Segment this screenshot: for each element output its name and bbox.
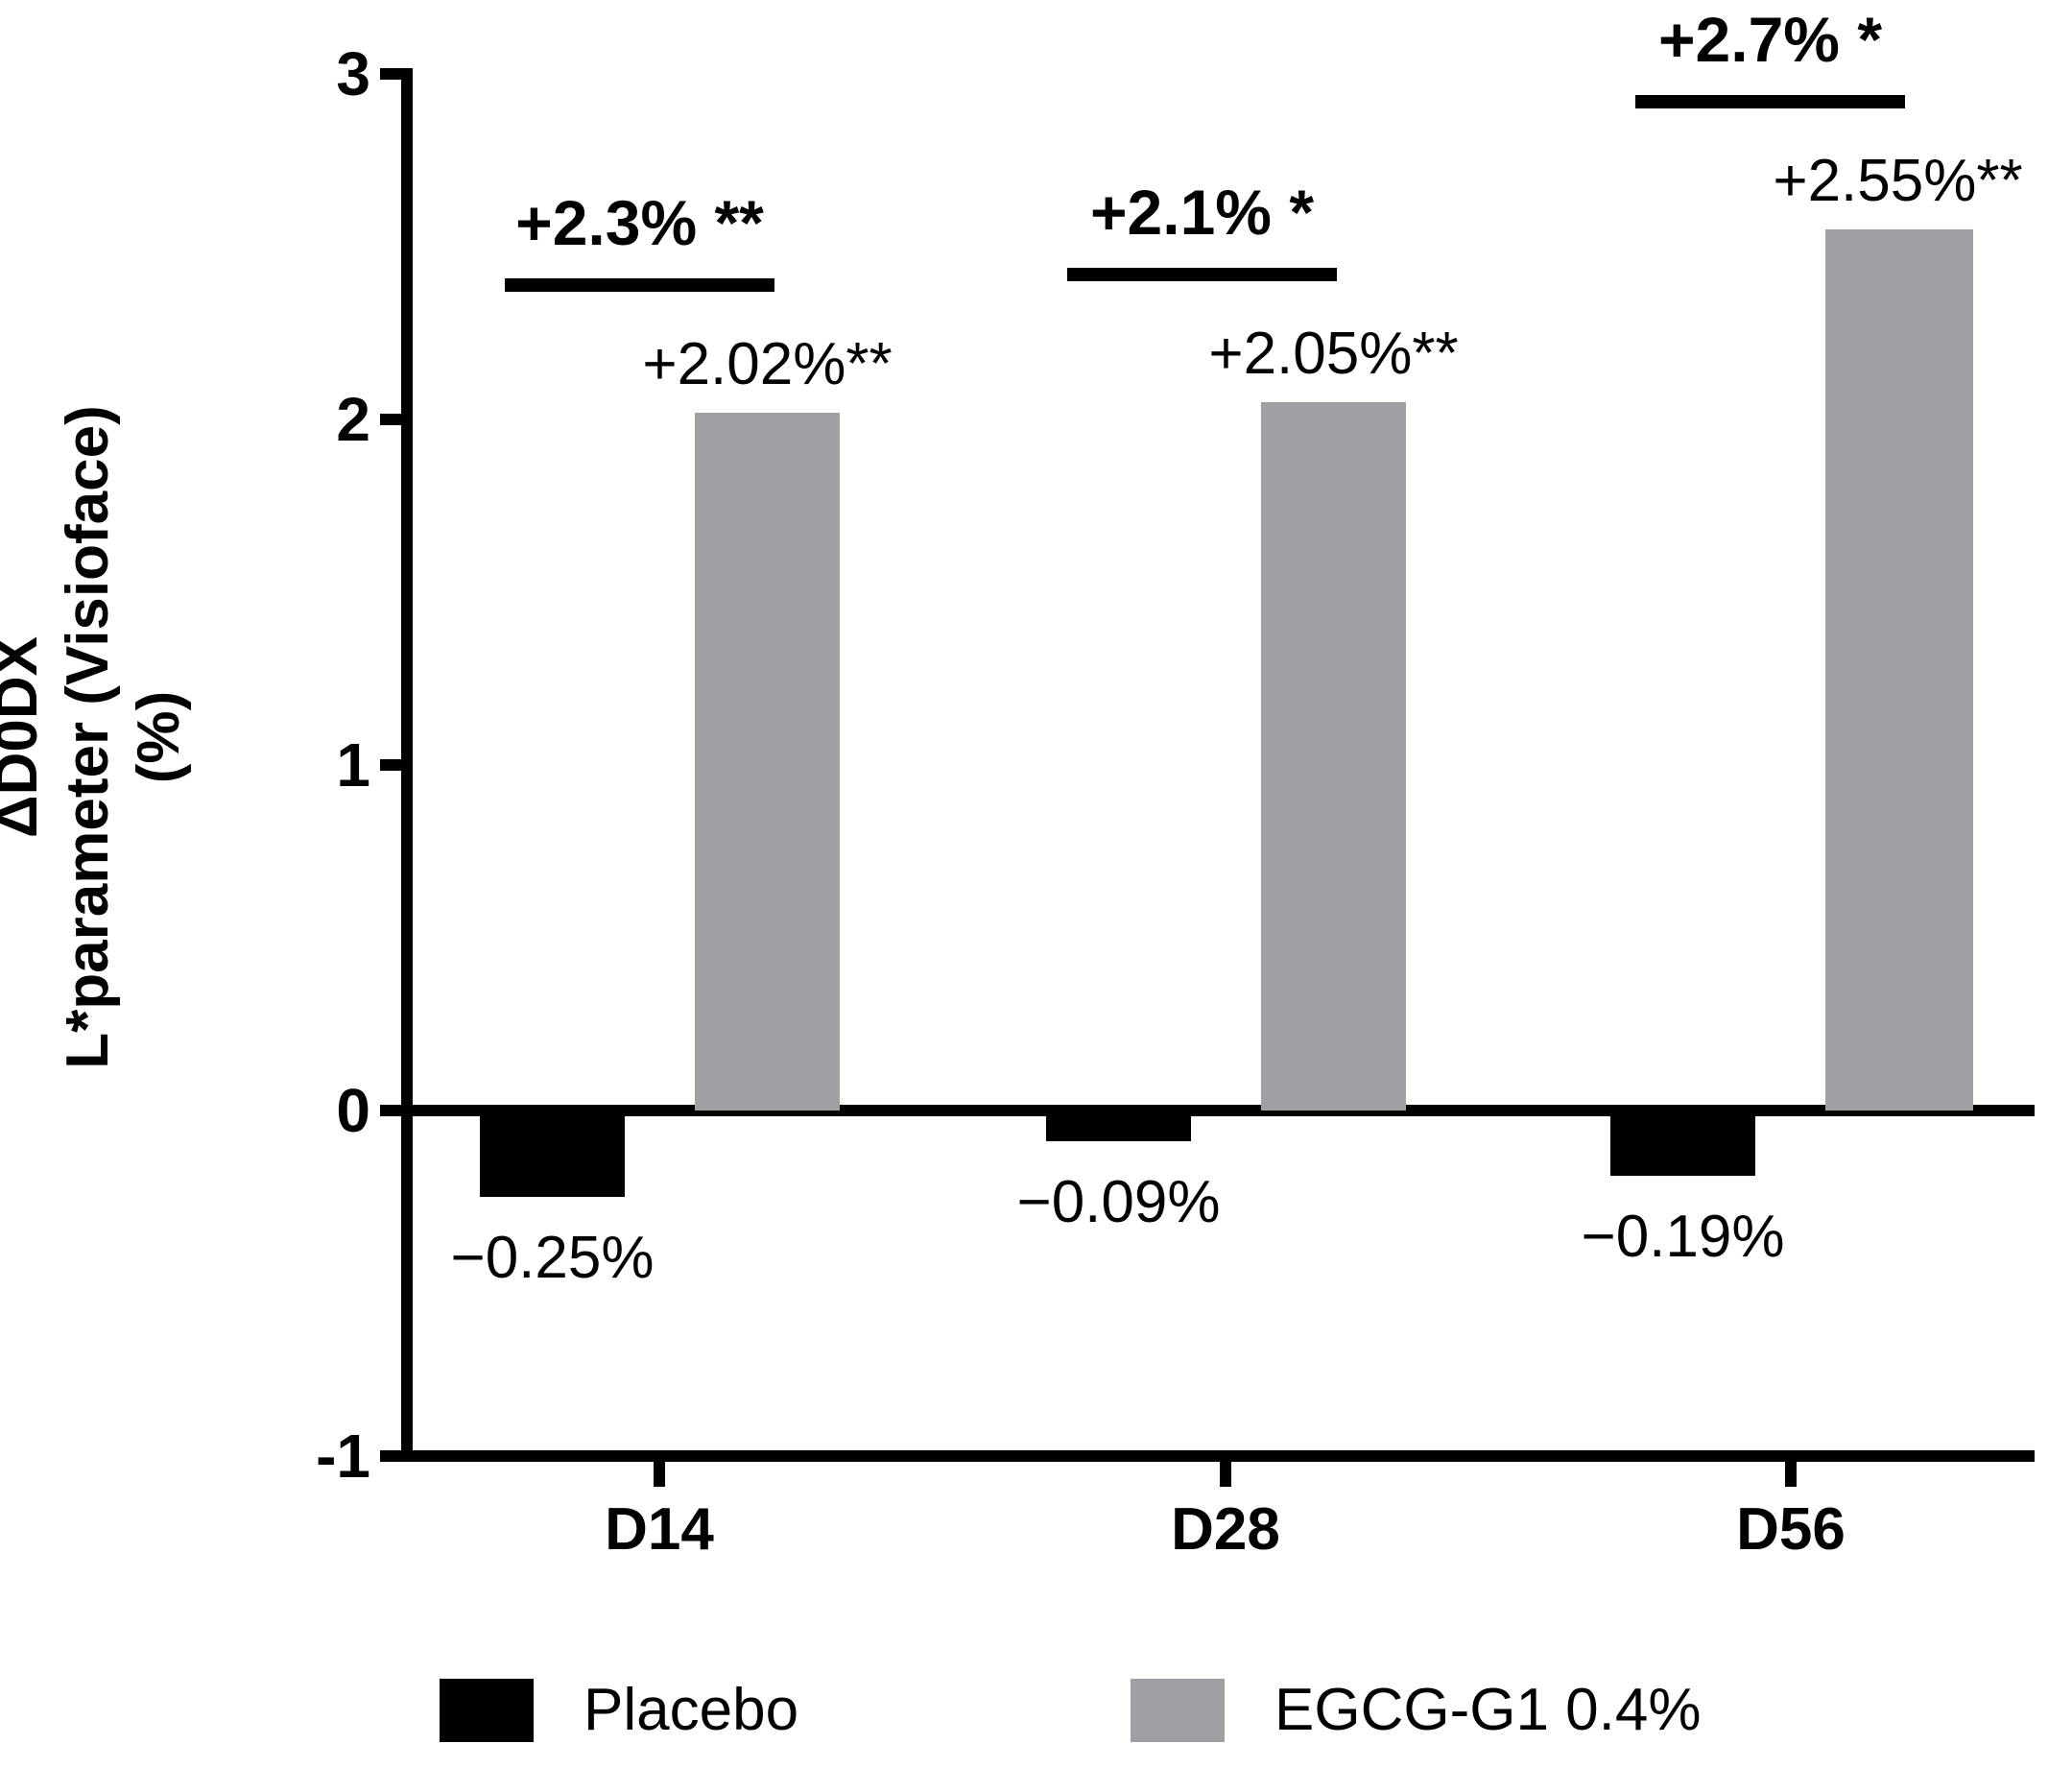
y-tick-label: 1 <box>336 730 370 800</box>
egcg-bar-d56 <box>1825 229 1973 1111</box>
placebo-swatch <box>440 1679 534 1742</box>
legend-item-egcg: EGCG-G1 0.4% <box>1131 1677 1701 1744</box>
egcg-bar-d14 <box>695 412 840 1111</box>
placebo-value-label-d14: −0.25% <box>450 1225 655 1291</box>
placebo-value-label-d56: −0.19% <box>1581 1204 1785 1271</box>
placebo-value-label-d28: −0.09% <box>1016 1169 1221 1236</box>
y-tick <box>380 1450 401 1462</box>
y-tick-label: 0 <box>336 1076 370 1145</box>
egcg-swatch <box>1131 1679 1225 1742</box>
egcg-bar-d28 <box>1261 402 1406 1111</box>
significance-label-d28: +2.1% * <box>1090 177 1314 248</box>
y-axis-title-line-2: L*parameter (Visioface) <box>55 405 121 1069</box>
y-tick <box>380 414 401 425</box>
x-tick <box>1220 1462 1231 1487</box>
significance-bracket-d28 <box>1067 268 1337 281</box>
y-tick <box>380 759 401 771</box>
placebo-bar-d28 <box>1046 1111 1191 1142</box>
x-tick <box>1785 1462 1797 1487</box>
y-tick <box>380 1105 401 1116</box>
y-tick-label: 3 <box>336 39 370 108</box>
egcg-value-label-d56: +2.55%** <box>1773 148 2023 214</box>
egcg-value-label-d28: +2.05%** <box>1208 321 1459 387</box>
y-tick-label: 2 <box>336 385 370 454</box>
significance-label-d14: +2.3% ** <box>515 186 764 258</box>
significance-bracket-d14 <box>505 277 774 292</box>
legend-label-egcg: EGCG-G1 0.4% <box>1274 1677 1702 1743</box>
placebo-bar-d14 <box>480 1111 625 1197</box>
placebo-bar-d56 <box>1610 1111 1755 1177</box>
y-tick <box>380 68 401 80</box>
significance-label-d56: +2.7% * <box>1658 4 1882 75</box>
category-label-d14: D14 <box>605 1496 714 1563</box>
zero-baseline <box>401 1105 2035 1116</box>
legend-label-placebo: Placebo <box>583 1677 799 1743</box>
significance-bracket-d56 <box>1635 95 1905 108</box>
y-axis-title-line-1: ΔD0DX <box>0 636 50 838</box>
category-label-d28: D28 <box>1171 1496 1280 1563</box>
y-tick-label: -1 <box>316 1422 370 1491</box>
category-label-d56: D56 <box>1736 1496 1846 1563</box>
x-axis-line <box>401 1450 2035 1462</box>
egcg-value-label-d14: +2.02%** <box>642 330 893 397</box>
legend-item-placebo: Placebo <box>440 1677 798 1744</box>
x-tick <box>654 1462 665 1487</box>
